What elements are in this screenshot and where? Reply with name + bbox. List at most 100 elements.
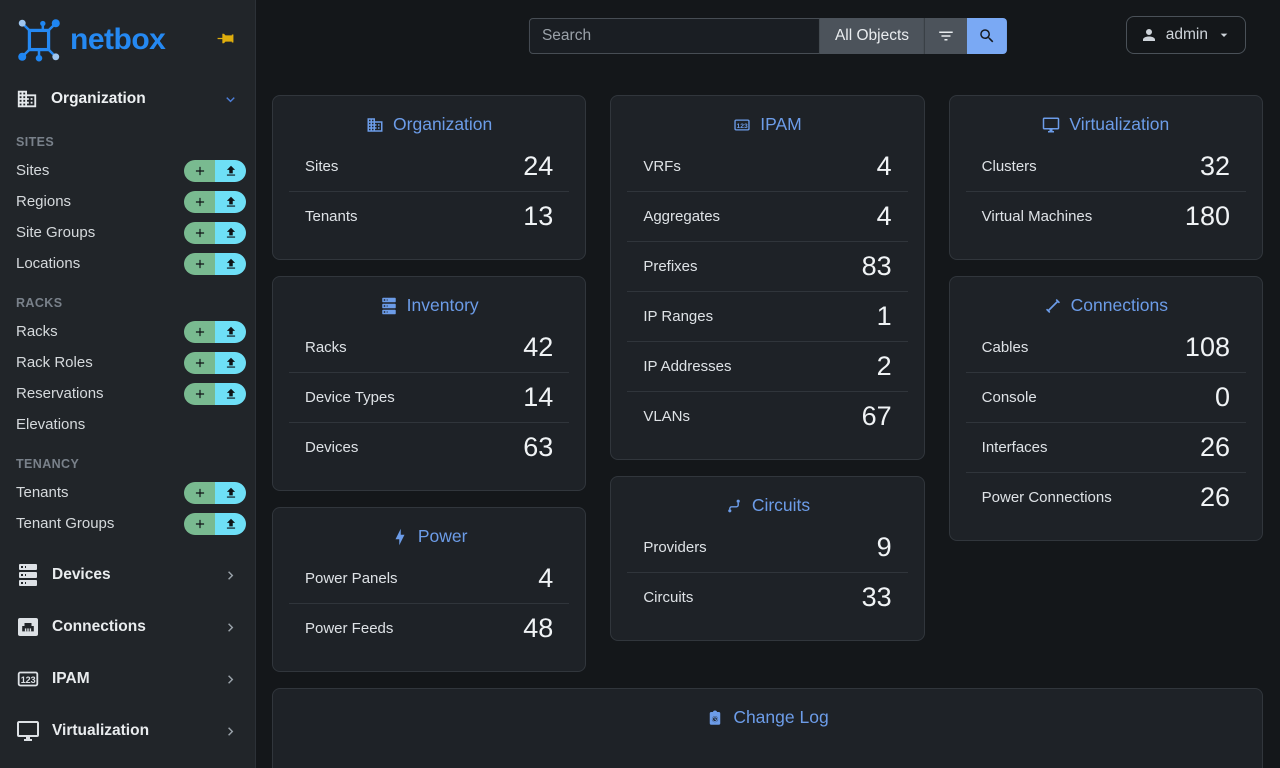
netbox-logo-icon[interactable]: [16, 17, 62, 63]
sidebar-menu-ipam[interactable]: 1 23 IPAM: [0, 653, 255, 705]
card-title[interactable]: Circuits: [611, 477, 923, 522]
add-locations-button[interactable]: [184, 252, 215, 275]
stat-label[interactable]: Clusters: [981, 157, 1037, 175]
stat-value[interactable]: 1: [876, 301, 892, 331]
stat-value[interactable]: 2: [876, 351, 892, 381]
stat-label[interactable]: Sites: [305, 157, 339, 175]
add-tenant-groups-button[interactable]: [184, 512, 215, 535]
sidebar-item-rack-roles[interactable]: Rack Roles: [0, 347, 255, 378]
import-tenants-button[interactable]: [215, 481, 246, 504]
stat-label[interactable]: Circuits: [643, 589, 694, 606]
user-menu-button[interactable]: admin: [1125, 16, 1246, 54]
stat-label[interactable]: Devices: [305, 439, 359, 456]
sidebar-pin-button[interactable]: [214, 27, 237, 53]
import-sites-button[interactable]: [215, 159, 246, 182]
sidebar-item-organization-root[interactable]: Organization: [0, 80, 255, 118]
import-site-groups-button[interactable]: [215, 221, 246, 244]
cards-grid: Organization Sites 24 Tenants 13 Inventory Rac…: [272, 95, 1263, 672]
card-title[interactable]: Virtualization: [950, 96, 1262, 141]
sidebar-item-elevations[interactable]: Elevations: [0, 409, 255, 440]
stat-value[interactable]: 24: [523, 150, 554, 181]
card-title[interactable]: Organization: [273, 96, 585, 141]
stat-value[interactable]: 26: [1199, 482, 1230, 512]
stat-value[interactable]: 13: [523, 201, 554, 231]
sidebar-menu-virtualization[interactable]: Virtualization: [0, 705, 255, 757]
stat-value[interactable]: 67: [861, 401, 892, 431]
stat-value[interactable]: 32: [1199, 150, 1230, 181]
search-filter-button[interactable]: [924, 18, 968, 54]
add-sites-button[interactable]: [184, 159, 215, 182]
search-input[interactable]: [528, 18, 820, 54]
stat-value[interactable]: 108: [1184, 331, 1230, 362]
stat-label[interactable]: Power Feeds: [305, 620, 394, 637]
brand-wordmark[interactable]: netbox: [70, 23, 166, 56]
stat-label[interactable]: Console: [981, 389, 1037, 406]
import-racks-button[interactable]: [215, 320, 246, 343]
stat-label[interactable]: Providers: [643, 538, 707, 556]
stat-label[interactable]: Racks: [305, 338, 347, 356]
stat-value[interactable]: 14: [523, 382, 554, 412]
stat-value[interactable]: 63: [523, 432, 554, 462]
stat-value[interactable]: 42: [523, 331, 554, 362]
sidebar-item-sites[interactable]: Sites: [0, 155, 255, 186]
stat-label[interactable]: Power Connections: [981, 489, 1112, 506]
add-rack-roles-button[interactable]: [184, 351, 215, 374]
stat-label[interactable]: Tenants: [305, 208, 358, 225]
stat-value[interactable]: 180: [1184, 201, 1230, 231]
add-racks-button[interactable]: [184, 320, 215, 343]
stat-value[interactable]: 48: [523, 613, 554, 643]
add-site-groups-button[interactable]: [184, 221, 215, 244]
sidebar-menu-devices[interactable]: Devices: [0, 549, 255, 601]
import-regions-button[interactable]: [215, 190, 246, 213]
sidebar-menu-connections[interactable]: Connections: [0, 601, 255, 653]
sidebar-item-racks[interactable]: Racks: [0, 316, 255, 347]
sidebar-item-site-groups[interactable]: Site Groups: [0, 217, 255, 248]
sidebar-item-locations[interactable]: Locations: [0, 248, 255, 279]
plus-icon: [193, 356, 207, 370]
stat-value[interactable]: 9: [876, 531, 892, 562]
stat-label[interactable]: VRFs: [643, 157, 681, 175]
dashboard: Organization Sites 24 Tenants 13 Inventory Rac…: [256, 71, 1280, 768]
search-submit-button[interactable]: [967, 18, 1008, 54]
stat-value[interactable]: 4: [876, 201, 892, 231]
stat-value[interactable]: 4: [876, 150, 892, 181]
nav-item-label: Racks: [16, 323, 58, 340]
stat-label[interactable]: Prefixes: [643, 258, 698, 275]
chevron-right-icon: [222, 567, 239, 584]
import-reservations-button[interactable]: [215, 382, 246, 405]
sidebar-item-tenant-groups[interactable]: Tenant Groups: [0, 508, 255, 539]
card-title[interactable]: 1 23 IPAM: [611, 96, 923, 141]
sidebar-item-reservations[interactable]: Reservations: [0, 378, 255, 409]
stat-label[interactable]: Power Panels: [305, 569, 398, 587]
import-rack-roles-button[interactable]: [215, 351, 246, 374]
sidebar-item-tenants[interactable]: Tenants: [0, 477, 255, 508]
card-row-power-connections: Power Connections 26: [965, 472, 1246, 522]
stat-label[interactable]: VLANs: [643, 408, 691, 425]
card-title[interactable]: Connections: [950, 277, 1262, 322]
card-title[interactable]: Power: [273, 508, 585, 553]
stat-value[interactable]: 26: [1199, 432, 1230, 462]
add-reservations-button[interactable]: [184, 382, 215, 405]
stat-value[interactable]: 4: [538, 562, 554, 593]
changelog-card-title[interactable]: Change Log: [273, 689, 1262, 734]
stat-value[interactable]: 33: [861, 582, 892, 612]
stat-label[interactable]: IP Addresses: [643, 358, 732, 375]
card-rows: Power Panels 4 Power Feeds 48: [273, 553, 585, 671]
search-scope-button[interactable]: All Objects: [819, 18, 925, 54]
import-locations-button[interactable]: [215, 252, 246, 275]
import-tenant-groups-button[interactable]: [215, 512, 246, 535]
nav-item-label: Elevations: [16, 416, 86, 433]
add-regions-button[interactable]: [184, 190, 215, 213]
stat-label[interactable]: Cables: [981, 338, 1029, 356]
add-tenants-button[interactable]: [184, 481, 215, 504]
stat-value[interactable]: 0: [1214, 382, 1230, 412]
stat-label[interactable]: Device Types: [305, 389, 395, 406]
card-rows: Cables 108 Console 0 Interfaces 26 Power Conne…: [950, 322, 1262, 540]
card-title[interactable]: Inventory: [273, 277, 585, 322]
stat-label[interactable]: Interfaces: [981, 439, 1048, 456]
stat-value[interactable]: 83: [861, 251, 892, 281]
stat-label[interactable]: Virtual Machines: [981, 208, 1093, 225]
stat-label[interactable]: IP Ranges: [643, 308, 714, 325]
stat-label[interactable]: Aggregates: [643, 208, 721, 225]
sidebar-item-regions[interactable]: Regions: [0, 186, 255, 217]
